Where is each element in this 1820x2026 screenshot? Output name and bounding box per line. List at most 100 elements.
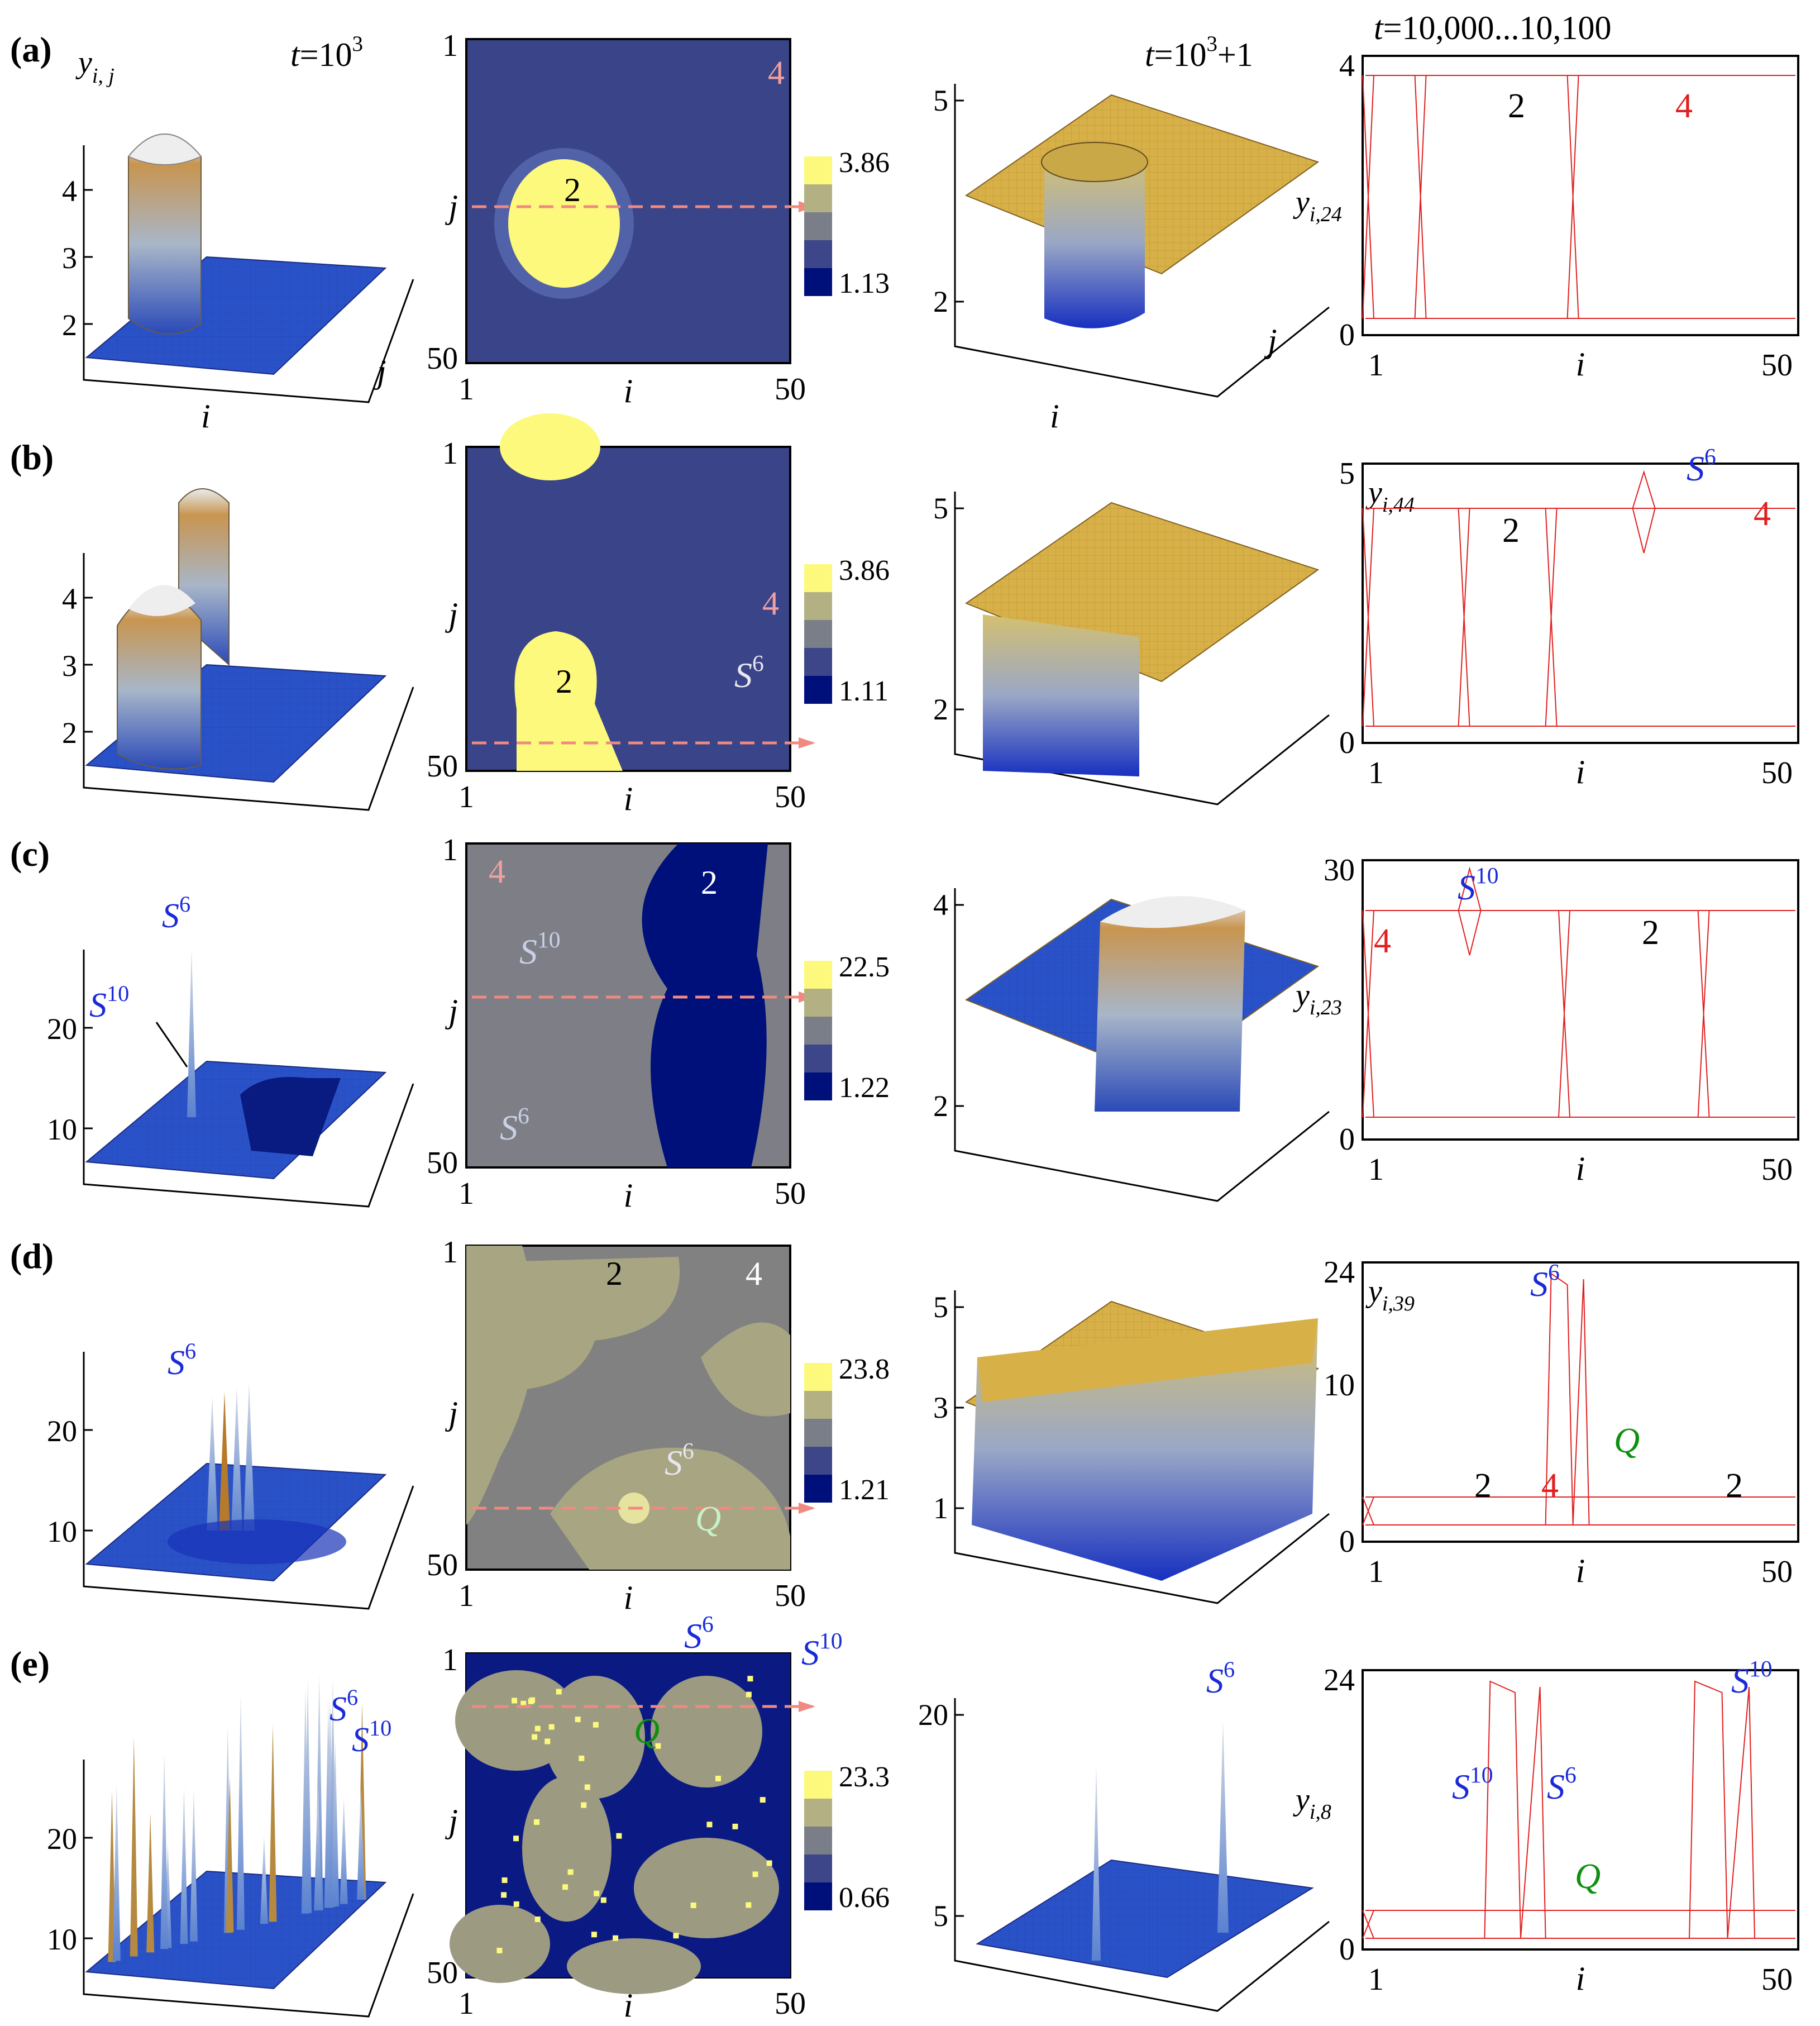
surface-ylabel: j (1264, 322, 1277, 359)
colorbar-level (804, 620, 832, 648)
heatmap-blob (522, 1776, 612, 1922)
colorbar-min: 1.21 (839, 1474, 890, 1506)
surface-axes (954, 84, 1330, 398)
line-plot-annotation: Q (1614, 1420, 1640, 1460)
heatmap-blob (450, 1905, 550, 1983)
time-label-text: t=10,000...10,100 (1374, 9, 1612, 46)
heatmap-ytick: 1 (442, 1235, 458, 1270)
line-plot-label: 4 (1754, 495, 1771, 533)
heatmap-xtick: 50 (775, 780, 806, 814)
surface-spike (331, 1741, 340, 1906)
heatmap-spot (575, 1717, 581, 1723)
line-plot-xtick: 50 (1761, 756, 1793, 790)
heatmap-xtick: 50 (775, 1176, 806, 1211)
heatmap-slice-arrow (799, 737, 815, 749)
heatmap-spot (529, 1697, 536, 1703)
heatmap-xlabel: i (624, 373, 633, 409)
surface-tick-label: 1 (933, 1491, 948, 1525)
heatmap-ytick: 50 (427, 1548, 458, 1582)
line-plot-ytick: 0 (1339, 1524, 1355, 1559)
heatmap-spot (567, 1869, 574, 1875)
surface-annotation: S6 (329, 1685, 358, 1728)
heatmap-spot (513, 1901, 519, 1907)
line-plot-label: 2 (1508, 87, 1525, 125)
line-plot-xtick: 50 (1761, 1962, 1793, 1997)
surface-spike (1217, 1720, 1229, 1933)
heatmap-blob (642, 843, 768, 1167)
surface-tick-label: 20 (47, 1414, 77, 1448)
line-plot-ytick: 5 (1339, 456, 1355, 491)
surface-spike (146, 1812, 155, 1953)
surface-axes (83, 1760, 414, 2018)
line-plot-ytick: 0 (1339, 318, 1355, 352)
surface-well (983, 614, 1139, 776)
surface-plot-right: 25 (933, 492, 1330, 805)
heatmap-spot (673, 1933, 679, 1939)
surface-spike (187, 950, 196, 1117)
surface-spike (243, 1383, 255, 1531)
heatmap-xtick: 50 (775, 372, 806, 407)
colorbar-level (804, 961, 832, 989)
heatmap-blob (651, 1676, 762, 1787)
line-plot: 0 4 1 i 50 yi,24 2 4 (1293, 49, 1799, 383)
line-plot-frame (1362, 1669, 1799, 1951)
line-plot-trace (1689, 1680, 1755, 1939)
heatmap-annotation: S6 (665, 1438, 694, 1482)
heatmap-ytick: 1 (442, 833, 458, 867)
heatmap-xlabel: i (624, 1177, 633, 1214)
surface-plot-right: 24 (933, 888, 1330, 1202)
surface-plot-right: 2 5 i j (933, 84, 1330, 435)
heatmap-region-label: 4 (768, 54, 785, 91)
surface-spike (160, 1753, 169, 1949)
colorbar-level (804, 1447, 832, 1475)
time-label-text: t=103 (290, 32, 363, 73)
time-label-col4: t=10,000...10,100 (1374, 9, 1612, 46)
heatmap-spot (501, 1877, 508, 1883)
time-label-text: t=103+1 (1145, 32, 1253, 73)
colorbar-level (804, 648, 832, 676)
heatmap-slice-arrow (799, 1701, 815, 1712)
surface-tick-label: 2 (62, 716, 77, 750)
time-label-col3: t=103+1 (1145, 32, 1253, 73)
line-plot-label: 2 (1474, 1467, 1492, 1505)
colorbar-level (804, 1475, 832, 1503)
row-label: (c) (10, 834, 50, 874)
heatmap-spot (534, 1725, 541, 1732)
heatmap-spot (544, 1738, 551, 1744)
heatmap-ytick: 1 (442, 28, 458, 63)
surface-axes (83, 950, 414, 1208)
heatmap-ytick: 50 (427, 1956, 458, 1990)
line-plot-xtick: 50 (1761, 348, 1793, 383)
surface-cap (1100, 896, 1245, 928)
line-plot-annotation: S6 (1687, 444, 1716, 488)
heatmap-region-label: 4 (746, 1255, 762, 1292)
colorbar-level (804, 1419, 832, 1447)
surface-cap (127, 134, 202, 165)
line-plot-frame (1362, 859, 1799, 1141)
heatmap-xtick: 1 (458, 1579, 474, 1613)
surface-well (1044, 156, 1145, 328)
colorbar-level (804, 989, 832, 1017)
heatmap-spot (746, 1902, 752, 1908)
line-plot-ytick: 0 (1339, 1932, 1355, 1967)
line-plot: 0 24 1 i 50 yi,8 S10 S6 S10 Q (1293, 1656, 1799, 1997)
heatmap-spot (581, 1802, 587, 1808)
surface-tick-label: 5 (933, 492, 948, 525)
row-label: (b) (10, 437, 54, 477)
surface-spike (112, 1783, 121, 1961)
heatmap-spot (534, 1916, 541, 1922)
heatmap-ylabel: j (445, 993, 458, 1029)
line-plot-xlabel: i (1576, 346, 1585, 383)
surface-plot-left: 2 3 4 (62, 488, 414, 811)
surface-spike (219, 1392, 230, 1531)
surface-tower (117, 593, 202, 770)
